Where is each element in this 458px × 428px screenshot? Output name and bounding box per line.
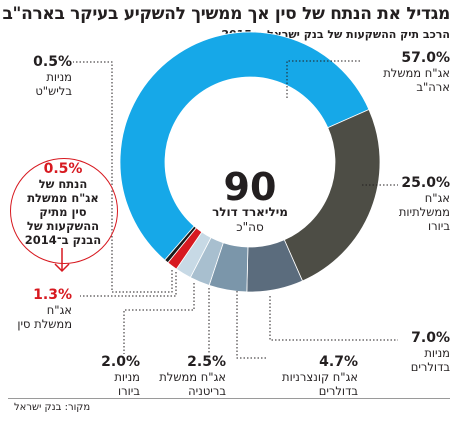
label-uk-gov: 2.5% אג"ח ממשלת בריטניה	[159, 354, 226, 398]
label-usa-pct: 57.0%	[401, 50, 450, 66]
leader-usd-stocks	[269, 296, 398, 341]
label-usd-corp-line2: בדולרים	[318, 384, 358, 398]
leader-gbp-stocks	[73, 61, 173, 293]
label-usd-corp-pct: 4.7%	[319, 354, 358, 370]
label-gbp-stocks: 0.5% מניות בליש"ט	[33, 54, 72, 98]
callout-line2: אג"ח ממשלת	[27, 191, 99, 205]
total-value: 90	[223, 165, 277, 209]
leader-usd-corp	[236, 291, 266, 359]
source-note: מקור: בנק ישראל	[14, 402, 91, 413]
label-uk-gov-line2: בריטניה	[188, 384, 226, 398]
leader-euro-stocks	[123, 283, 195, 354]
callout-circle	[10, 158, 118, 264]
label-usa: 57.0% אג"ח ממשלת ארה"ב	[383, 50, 450, 94]
label-euro-gov-line3: ביורו	[428, 219, 450, 233]
label-uk-gov-line1: אג"ח ממשלת	[159, 370, 226, 384]
callout-line4: ההשקעות של	[26, 219, 100, 233]
leader-china	[80, 272, 177, 297]
leader-lines	[73, 60, 398, 359]
label-china: 1.3% אג"ח ממשלת סין	[17, 287, 72, 331]
label-usd-stocks-pct: 7.0%	[411, 330, 450, 346]
label-usd-stocks: 7.0% מניות בדולרים	[411, 330, 450, 374]
slice-usa	[119, 31, 370, 261]
slice-gbp-stocks	[164, 225, 197, 264]
label-usa-line1: אג"ח ממשלת	[383, 66, 450, 80]
callout-line1: הנתח של	[38, 177, 88, 191]
slice-euro-gov	[283, 109, 381, 282]
label-china-line1: אג"ח	[46, 303, 72, 317]
label-euro-stocks: 2.0% מניות ביורו	[101, 354, 140, 398]
label-usa-line2: ארה"ב	[416, 80, 450, 94]
total-unit: מיליארד דולר	[212, 205, 288, 219]
label-euro-stocks-pct: 2.0%	[101, 354, 140, 370]
label-euro-gov-pct: 25.0%	[401, 175, 450, 191]
callout-pct: 0.5%	[43, 161, 83, 177]
label-usd-corp-line1: אג"ח קונצרניות	[282, 370, 358, 384]
label-euro-gov: 25.0% אג"ח ממשלתיות ביורו	[399, 175, 450, 233]
donut-slices	[119, 31, 381, 293]
callout-line3: סין מתיק	[39, 205, 87, 219]
label-gbp-stocks-line1: מניות	[46, 70, 72, 84]
label-euro-gov-line2: ממשלתיות	[398, 205, 450, 219]
label-usd-corp: 4.7% אג"ח קונצרניות בדולרים	[282, 354, 358, 398]
label-gbp-stocks-pct: 0.5%	[33, 54, 72, 70]
label-usd-stocks-line1: מניות	[424, 346, 450, 360]
total-note: סה"כ	[236, 220, 264, 234]
callout-arrow-head	[54, 263, 70, 273]
label-euro-gov-line1: אג"ח	[424, 191, 450, 205]
bottom-rule	[8, 398, 450, 399]
label-uk-gov-pct: 2.5%	[187, 354, 226, 370]
label-euro-stocks-line2: ביורו	[118, 384, 140, 398]
chart-title: מגדיל את הנתח של סין אך ממשיך להשקיע בעי…	[2, 4, 450, 24]
label-china-pct: 1.3%	[33, 287, 72, 303]
label-euro-stocks-line1: מניות	[114, 370, 140, 384]
label-usd-stocks-line2: בדולרים	[410, 360, 450, 374]
callout-text: 0.5% הנתח של אג"ח ממשלת סין מתיק ההשקעות…	[10, 161, 116, 247]
label-gbp-stocks-line2: בליש"ט	[35, 84, 72, 98]
label-china-line2: ממשלת סין	[17, 317, 72, 331]
callout-line5: הבנק ב־2014	[24, 233, 102, 247]
